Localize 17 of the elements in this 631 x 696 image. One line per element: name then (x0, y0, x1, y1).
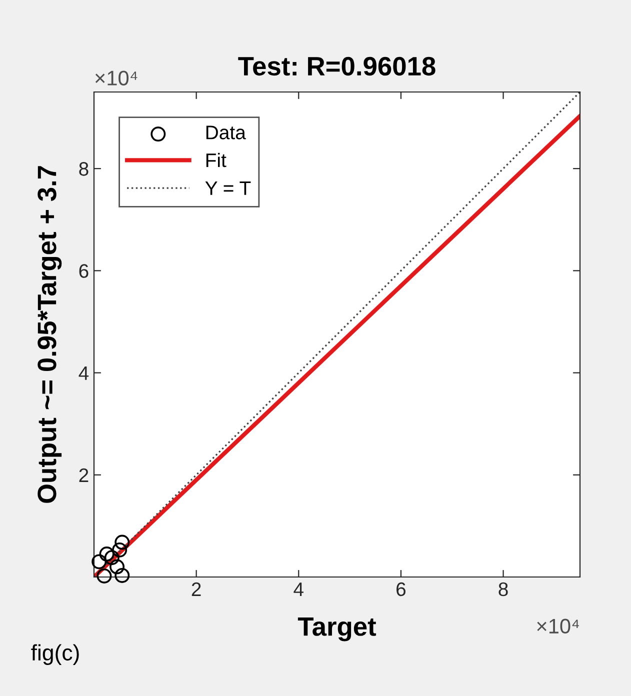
x-tick-label: 2 (192, 582, 201, 596)
y-axis-title: Output ~= 0.95*Target + 3.7 (38, 166, 62, 503)
x-tick-label: 8 (498, 582, 508, 596)
x-axis-title: Target (298, 618, 376, 642)
y-tick-label: 2 (79, 468, 88, 482)
text: ×10⁴ (95, 70, 138, 86)
y-tick-label: 6 (79, 264, 88, 278)
text: fig(c) (31, 644, 79, 665)
y-tick-label: 4 (78, 366, 89, 380)
x-tick-label: 6 (396, 582, 406, 596)
y-tick-label: 8 (79, 162, 88, 176)
legend-label: Data (206, 126, 246, 140)
legend-label: Y = T (205, 181, 251, 195)
text: ×10⁴ (537, 618, 579, 634)
x-tick-label: 4 (294, 582, 304, 596)
chart-title: Test: R=0.96018 (238, 56, 436, 76)
legend-label: Fit (206, 152, 226, 168)
